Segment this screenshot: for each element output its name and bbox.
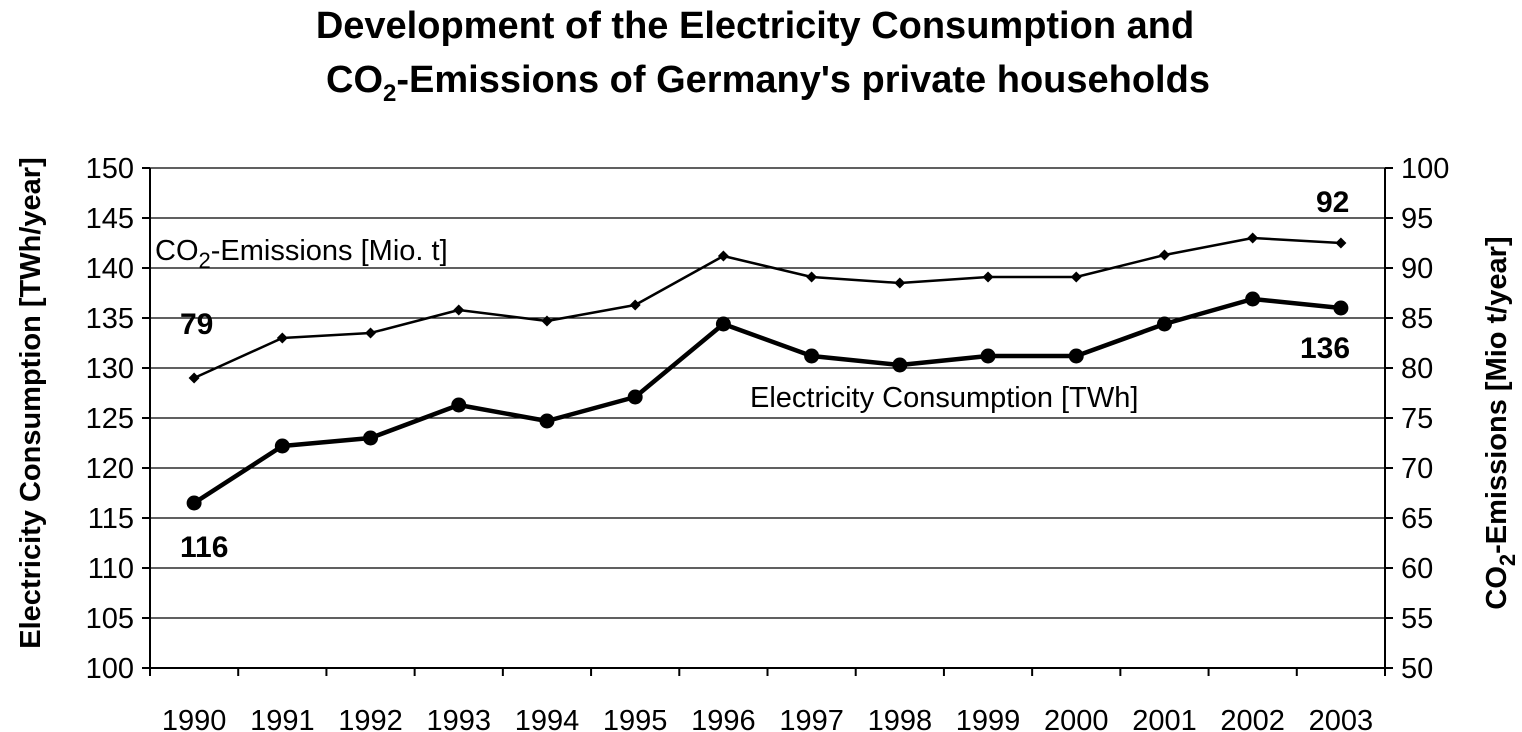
data-label-co2-first: 79	[180, 308, 213, 341]
data-point-electricity	[804, 348, 820, 364]
chart-title-co: CO	[326, 59, 383, 101]
right-axis-label-rest: -Emissions [Mio t/year]	[1481, 236, 1513, 553]
series-line-co2	[193, 236, 1341, 380]
left-axis-ticks: 100 105 110 115 120 125 130 135 140 145 150	[86, 153, 150, 685]
data-point-co2	[982, 271, 994, 283]
data-point-co2	[1158, 249, 1170, 261]
data-point-electricity	[1156, 316, 1172, 332]
right-tick-label: 80	[1401, 353, 1433, 385]
right-tick-label: 65	[1401, 503, 1433, 535]
series-line-electricity	[192, 296, 1342, 505]
left-tick-label: 125	[86, 403, 134, 435]
x-tick-label: 2002	[1220, 705, 1285, 732]
x-tick-label: 1992	[338, 705, 403, 732]
x-tick-label: 2000	[1044, 705, 1109, 732]
data-point-co2	[541, 315, 553, 327]
left-tick-label: 105	[86, 603, 134, 635]
right-tick-label: 50	[1401, 653, 1433, 685]
data-point-electricity	[1333, 300, 1349, 316]
x-tick-label: 2003	[1309, 705, 1374, 732]
x-tick-label: 1994	[515, 705, 580, 732]
left-tick-label: 140	[86, 253, 134, 285]
left-axis-label: Electricity Consumption [TWh/year]	[15, 157, 47, 648]
series-label-electricity: Electricity Consumption [TWh]	[750, 382, 1138, 414]
right-tick-label: 100	[1401, 153, 1449, 185]
series-label-co2-rest: -Emissions [Mio. t]	[211, 235, 448, 267]
data-label-co2-last: 92	[1316, 186, 1349, 219]
x-tick-label: 1998	[868, 705, 933, 732]
chart-title-subscript: 2	[383, 80, 396, 107]
right-axis-label: CO2-Emissions [Mio t/year]	[1481, 236, 1520, 609]
right-tick-label: 70	[1401, 453, 1433, 485]
data-point-co2	[894, 277, 906, 289]
right-tick-label: 90	[1401, 253, 1433, 285]
left-tick-label: 150	[86, 153, 134, 185]
x-tick-label: 1999	[956, 705, 1021, 732]
data-point-co2	[806, 271, 818, 283]
gridlines	[150, 167, 1385, 619]
x-axis-ticks: 1990 1991 1992 1993 1994 1995 1996 1997 1998 1999…	[149, 668, 1386, 732]
left-tick-label: 110	[88, 553, 134, 585]
x-tick-label: 1993	[426, 705, 491, 732]
chart-title-rest: -Emissions of Germany's private househol…	[396, 59, 1210, 101]
data-point-electricity	[1068, 348, 1084, 364]
x-tick-label: 1990	[162, 705, 227, 732]
data-point-electricity	[186, 495, 202, 511]
series-label-co2: CO2-Emissions [Mio. t]	[155, 235, 448, 273]
data-point-co2	[717, 250, 729, 262]
data-point-electricity	[363, 430, 379, 446]
data-label-electricity-last: 136	[1300, 332, 1350, 365]
chart-title-line-1: Development of the Electricity Consumpti…	[316, 5, 1194, 47]
data-point-electricity	[980, 348, 996, 364]
data-point-electricity	[892, 357, 908, 373]
data-point-electricity	[274, 438, 290, 454]
right-axis-ticks: 50 55 60 65 70 75 80 85 90 95 100	[1385, 153, 1449, 685]
data-point-co2	[188, 372, 200, 384]
left-tick-label: 135	[86, 303, 134, 335]
right-tick-label: 95	[1401, 203, 1433, 235]
data-point-co2	[1335, 237, 1347, 249]
right-axis-label-co: CO	[1481, 566, 1513, 610]
data-point-co2	[1070, 271, 1082, 283]
data-label-electricity-first: 116	[180, 531, 228, 564]
right-axis-label-subscript: 2	[1495, 554, 1520, 566]
data-point-electricity	[451, 397, 467, 413]
data-point-electricity	[627, 389, 643, 405]
x-tick-label: 2001	[1132, 705, 1197, 732]
left-tick-label: 100	[86, 653, 134, 685]
data-point-co2	[365, 327, 377, 339]
data-point-electricity	[539, 413, 555, 429]
x-tick-label: 1991	[250, 705, 315, 732]
chart-title-line-2: CO2-Emissions of Germany's private house…	[326, 59, 1210, 107]
right-tick-label: 60	[1401, 553, 1433, 585]
left-tick-label: 145	[86, 203, 134, 235]
right-tick-label: 55	[1401, 603, 1433, 635]
x-tick-label: 1997	[779, 705, 844, 732]
series-label-co2-prefix: CO	[155, 235, 199, 267]
data-point-electricity	[715, 316, 731, 332]
x-tick-label: 1995	[603, 705, 668, 732]
data-point-co2	[453, 304, 465, 316]
left-tick-label: 115	[88, 503, 134, 535]
series	[186, 232, 1349, 511]
left-tick-label: 130	[86, 353, 134, 385]
data-point-co2	[276, 332, 288, 344]
right-tick-label: 85	[1401, 303, 1433, 335]
series-label-co2-subscript: 2	[199, 248, 211, 273]
data-point-electricity	[1245, 291, 1261, 307]
right-tick-label: 75	[1401, 403, 1433, 435]
data-point-co2	[1247, 232, 1259, 244]
data-point-co2	[629, 299, 641, 311]
x-tick-label: 1996	[691, 705, 756, 732]
left-tick-label: 120	[86, 453, 134, 485]
